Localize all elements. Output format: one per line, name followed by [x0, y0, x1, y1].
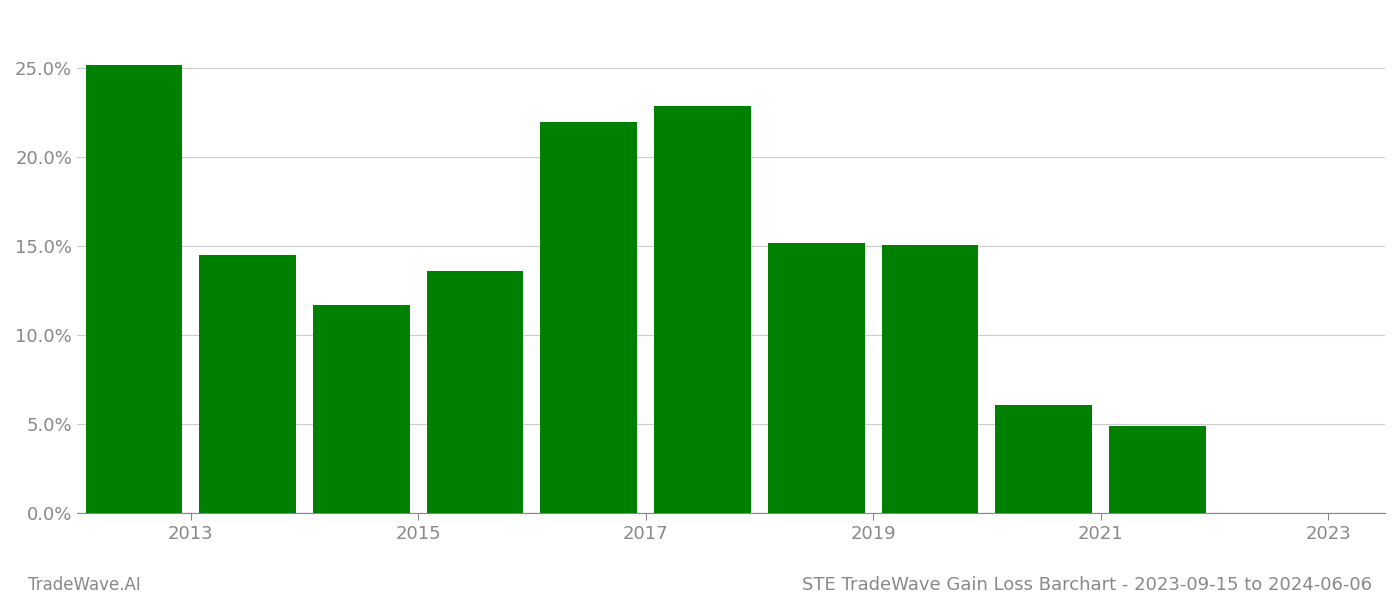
Bar: [427, 271, 524, 513]
Bar: [540, 122, 637, 513]
Bar: [654, 106, 750, 513]
Bar: [882, 245, 979, 513]
Bar: [85, 65, 182, 513]
Bar: [199, 255, 295, 513]
Text: TradeWave.AI: TradeWave.AI: [28, 576, 141, 594]
Bar: [1109, 426, 1205, 513]
Text: STE TradeWave Gain Loss Barchart - 2023-09-15 to 2024-06-06: STE TradeWave Gain Loss Barchart - 2023-…: [802, 576, 1372, 594]
Bar: [769, 243, 865, 513]
Bar: [314, 305, 410, 513]
Bar: [995, 404, 1092, 513]
